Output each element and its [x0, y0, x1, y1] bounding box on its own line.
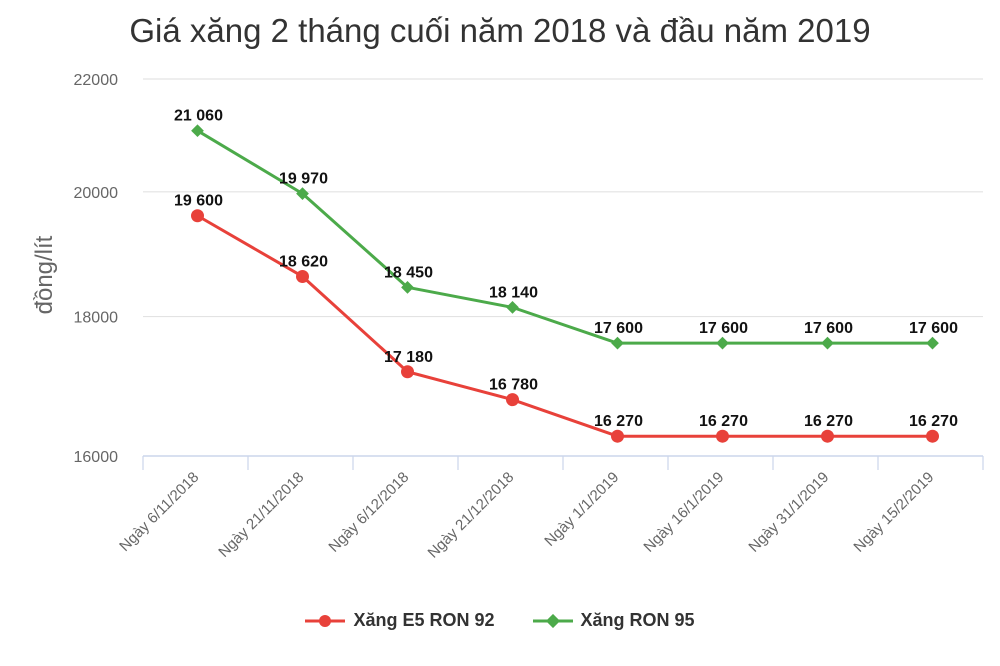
y-tick-label: 22000 — [74, 72, 119, 89]
data-point-circle[interactable] — [821, 429, 834, 443]
data-point-diamond[interactable] — [611, 336, 624, 350]
data-point-circle[interactable] — [296, 269, 309, 283]
y-tick-label: 18000 — [74, 310, 119, 327]
x-tick-label: Ngày 21/11/2018 — [215, 469, 307, 561]
legend-item-e5-ron92[interactable]: Xăng E5 RON 92 — [305, 610, 495, 631]
y-tick-label: 20000 — [74, 185, 119, 202]
data-point-circle[interactable] — [926, 429, 939, 443]
x-tick-label: Ngày 1/1/2019 — [541, 469, 622, 550]
red-circle-line-icon — [305, 614, 346, 627]
data-point-diamond[interactable] — [821, 336, 834, 350]
data-point-circle[interactable] — [716, 429, 729, 443]
series-line — [196, 214, 933, 438]
x-tick-label: Ngày 6/11/2018 — [116, 469, 202, 555]
data-point-circle[interactable] — [401, 365, 414, 379]
data-label: 16 780 — [489, 377, 538, 394]
legend-label: Xăng RON 95 — [580, 610, 695, 630]
data-point-circle[interactable] — [611, 429, 624, 443]
data-point-diamond[interactable] — [191, 124, 204, 138]
data-label: 19 600 — [174, 193, 223, 210]
x-tick-label: Ngày 16/1/2019 — [640, 469, 727, 556]
x-tick-label: Ngày 31/1/2019 — [745, 469, 832, 556]
data-point-diamond[interactable] — [296, 187, 309, 200]
data-point-circle[interactable] — [506, 393, 519, 407]
data-label: 18 450 — [384, 264, 433, 281]
data-label: 21 060 — [174, 108, 223, 125]
data-label: 16 270 — [594, 413, 643, 430]
data-point-diamond[interactable] — [716, 336, 729, 350]
y-tick-label: 16000 — [74, 449, 119, 466]
x-tick-label: Ngày 21/12/2018 — [425, 469, 518, 562]
data-label: 17 180 — [384, 349, 433, 366]
data-label: 17 600 — [699, 320, 748, 337]
x-tick-label: Ngày 6/12/2018 — [325, 469, 412, 556]
data-point-diamond[interactable] — [926, 336, 939, 350]
data-label: 18 140 — [489, 284, 538, 301]
data-label: 18 620 — [279, 253, 328, 270]
data-label: 17 600 — [909, 320, 958, 337]
data-point-circle[interactable] — [191, 209, 204, 223]
data-label: 16 270 — [909, 413, 958, 430]
data-label: 19 970 — [279, 171, 328, 188]
data-label: 16 270 — [699, 413, 748, 430]
legend-item-ron95[interactable]: Xăng RON 95 — [532, 610, 695, 631]
data-point-diamond[interactable] — [506, 301, 519, 314]
chart-legend: Xăng E5 RON 92 Xăng RON 95 — [0, 610, 1000, 631]
data-label: 16 270 — [804, 413, 853, 430]
y-axis-label: đồng/lít — [31, 235, 58, 314]
green-diamond-line-icon — [532, 613, 573, 628]
series-line — [196, 129, 933, 345]
data-point-diamond[interactable] — [401, 280, 414, 294]
data-label: 17 600 — [804, 320, 853, 337]
data-label: 17 600 — [594, 320, 643, 337]
x-tick-label: Ngày 15/2/2019 — [850, 469, 937, 556]
chart-title: Giá xăng 2 tháng cuối năm 2018 và đầu nă… — [129, 12, 871, 49]
legend-label: Xăng E5 RON 92 — [353, 610, 495, 630]
